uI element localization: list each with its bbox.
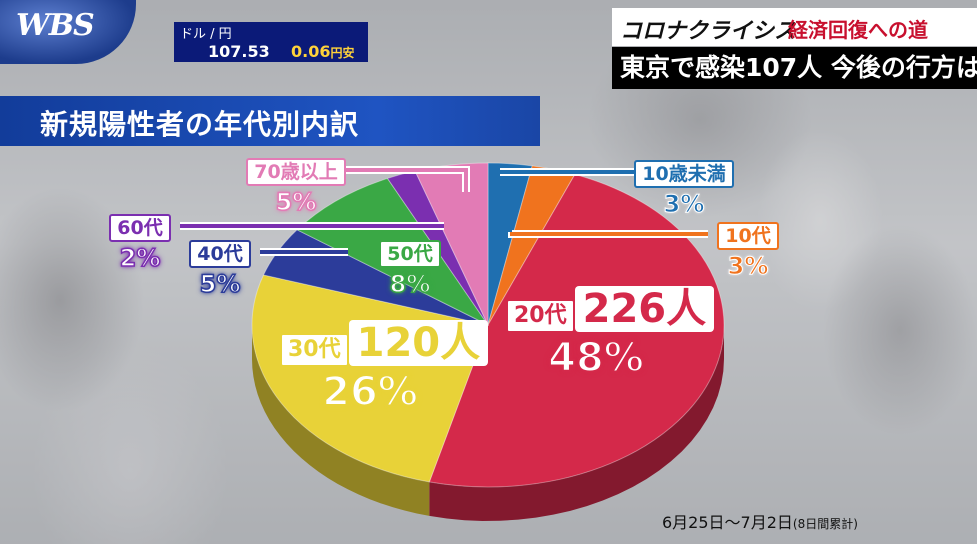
slice-label-1: 10代 3%	[658, 222, 838, 281]
leader-line-1	[510, 232, 708, 236]
exchange-rate: 107.53	[208, 42, 270, 61]
slice-label-2: 20代 226人 48%	[506, 282, 715, 382]
slice-category: 50代	[379, 240, 441, 268]
slice-category: 10歳未満	[634, 160, 734, 188]
slice-category: 20代	[506, 299, 575, 333]
slice-category: 40代	[189, 240, 251, 268]
pie-slice-0	[487, 162, 533, 326]
slice-category: 30代	[280, 333, 349, 367]
slice-percent: 3%	[663, 190, 705, 219]
currency-pair: ドル / 円	[180, 27, 232, 42]
slice-count: 226人	[574, 286, 715, 332]
leader-line-7	[336, 168, 468, 192]
slice-count: 120人	[348, 320, 489, 366]
series-banner: コロナクライシス 経済回復への道	[612, 8, 977, 46]
slice-label-6: 60代 2%	[50, 214, 230, 273]
currency-ticker: ドル / 円 107.53 0.06円安	[174, 22, 368, 62]
date-range: 6月25日〜7月2日(8日間累計)	[662, 513, 858, 532]
slice-category: 60代	[109, 214, 171, 242]
slice-percent: 8%	[389, 269, 431, 299]
series-title: コロナクライシス	[620, 19, 797, 44]
slice-percent: 3%	[727, 252, 769, 281]
pie-side-2	[429, 325, 724, 521]
slice-percent: 26%	[321, 368, 419, 416]
slice-label-0: 10歳未満 3%	[594, 160, 774, 219]
slice-category: 10代	[717, 222, 779, 250]
slice-label-5: 50代 8%	[320, 240, 500, 299]
chart-title: 新規陽性者の年代別内訳	[40, 108, 360, 141]
rate-change: 0.06円安	[291, 42, 355, 61]
logo-text: WBS	[16, 8, 95, 43]
slice-label-7: 70歳以上 5%	[206, 158, 386, 217]
slice-percent: 48%	[547, 334, 645, 382]
slice-percent: 2%	[119, 243, 161, 273]
series-subtitle: 経済回復への道	[788, 18, 928, 42]
slice-category: 70歳以上	[246, 158, 346, 186]
slice-label-4: 40代 5%	[130, 240, 310, 299]
slice-label-3: 30代 120人 26%	[280, 316, 489, 416]
slice-percent: 5%	[199, 269, 241, 299]
chart-title-bar: 新規陽性者の年代別内訳	[0, 96, 540, 146]
slice-percent: 5%	[275, 187, 317, 217]
news-headline: 東京で感染107人 今後の行方は	[612, 47, 977, 89]
pie-side-3	[252, 325, 430, 516]
